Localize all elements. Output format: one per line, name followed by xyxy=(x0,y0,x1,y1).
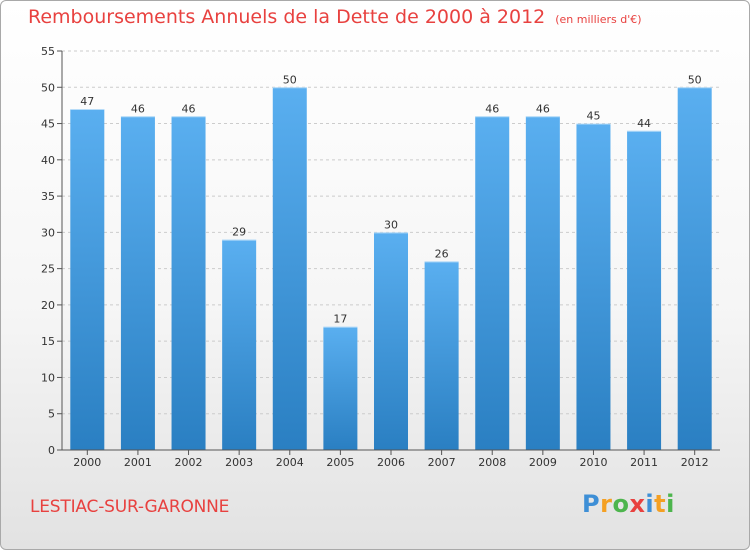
bars xyxy=(70,87,712,451)
x-tick-label-2001: 2001 xyxy=(124,456,152,469)
chart-title-text: Remboursements Annuels de la Dette de 20… xyxy=(28,6,546,28)
x-tick-label-2002: 2002 xyxy=(175,456,203,469)
value-label-2005: 17 xyxy=(333,313,347,326)
x-tick-label-2004: 2004 xyxy=(276,456,304,469)
y-tick-label: 20 xyxy=(41,299,55,312)
logo-letter: r xyxy=(600,490,613,518)
chart-title: Remboursements Annuels de la Dette de 20… xyxy=(28,6,642,28)
bar-2001 xyxy=(120,116,155,451)
value-label-2004: 50 xyxy=(283,73,297,86)
value-label-2011: 44 xyxy=(637,117,651,130)
value-label-2002: 46 xyxy=(182,102,196,115)
x-tick-label-2009: 2009 xyxy=(529,456,557,469)
bar-2011 xyxy=(627,130,662,451)
bar-2000 xyxy=(70,109,105,450)
y-tick-label: 50 xyxy=(41,81,55,94)
y-tick-label: 55 xyxy=(41,45,55,58)
bar-2008 xyxy=(475,116,510,451)
bar-2005 xyxy=(323,326,358,450)
y-tick-label: 15 xyxy=(41,335,55,348)
y-tick-label: 25 xyxy=(41,263,55,276)
x-tick-label-2007: 2007 xyxy=(428,456,456,469)
bar-2004 xyxy=(272,87,307,450)
bar-2007 xyxy=(424,261,459,450)
x-tick-label-2008: 2008 xyxy=(478,456,506,469)
y-tick-label: 40 xyxy=(41,154,55,167)
bar-2002 xyxy=(171,116,206,451)
value-label-2001: 46 xyxy=(131,102,145,115)
y-tick-label: 45 xyxy=(41,118,55,131)
logo-letter: t xyxy=(654,490,667,518)
logo-letter: i xyxy=(666,490,675,518)
logo-letter: x xyxy=(629,490,646,518)
x-tick-label-2000: 2000 xyxy=(73,456,101,469)
axes xyxy=(57,50,720,455)
value-label-2010: 45 xyxy=(586,110,600,123)
value-label-2003: 29 xyxy=(232,226,246,239)
x-tick-label-2010: 2010 xyxy=(579,456,607,469)
bar-2003 xyxy=(222,239,257,450)
logo-letter: o xyxy=(612,490,630,518)
labels: 0 5 10 15 20 25 30 35 40 45 50 55 47 2000 46 2001 46 2002… xyxy=(41,45,709,469)
x-tick-label-2011: 2011 xyxy=(630,456,658,469)
proxiti-logo: Proxiti xyxy=(582,490,675,518)
y-tick-label: 0 xyxy=(48,444,55,457)
value-label-2012: 50 xyxy=(688,73,702,86)
value-label-2007: 26 xyxy=(435,247,449,260)
value-label-2000: 47 xyxy=(80,95,94,108)
logo-letter: P xyxy=(582,490,601,518)
y-tick-label: 35 xyxy=(41,190,55,203)
chart-subtitle: (en milliers d'€) xyxy=(555,13,642,26)
value-label-2009: 46 xyxy=(536,102,550,115)
logo-letter: i xyxy=(645,490,655,518)
value-label-2006: 30 xyxy=(384,218,398,231)
x-tick-label-2003: 2003 xyxy=(225,456,253,469)
bar-2006 xyxy=(374,232,408,450)
bar-2010 xyxy=(576,123,611,450)
x-tick-label-2006: 2006 xyxy=(377,456,405,469)
x-tick-label-2012: 2012 xyxy=(681,456,709,469)
x-tick-label-2005: 2005 xyxy=(326,456,354,469)
bar-2012 xyxy=(677,87,712,450)
value-label-2008: 46 xyxy=(485,102,499,115)
bar-2009 xyxy=(525,116,560,451)
town-name: LESTIAC-SUR-GARONNE xyxy=(30,497,230,517)
y-tick-label: 30 xyxy=(41,226,55,239)
y-tick-label: 10 xyxy=(41,371,55,384)
y-tick-label: 5 xyxy=(48,408,55,421)
